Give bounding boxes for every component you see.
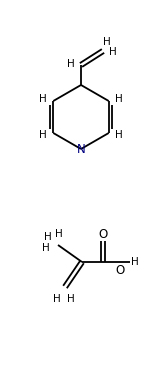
- Text: H: H: [39, 130, 47, 140]
- Text: H: H: [42, 243, 50, 253]
- Text: H: H: [115, 130, 123, 140]
- Text: O: O: [98, 228, 108, 241]
- Text: H: H: [67, 59, 75, 69]
- Text: H: H: [53, 294, 61, 304]
- Text: H: H: [131, 257, 139, 267]
- Text: H: H: [109, 47, 117, 57]
- Text: H: H: [115, 94, 123, 104]
- Text: H: H: [44, 232, 52, 242]
- Text: N: N: [77, 142, 85, 155]
- Text: O: O: [115, 263, 125, 276]
- Text: H: H: [67, 294, 75, 304]
- Text: H: H: [39, 94, 47, 104]
- Text: H: H: [55, 229, 63, 239]
- Text: H: H: [103, 37, 111, 47]
